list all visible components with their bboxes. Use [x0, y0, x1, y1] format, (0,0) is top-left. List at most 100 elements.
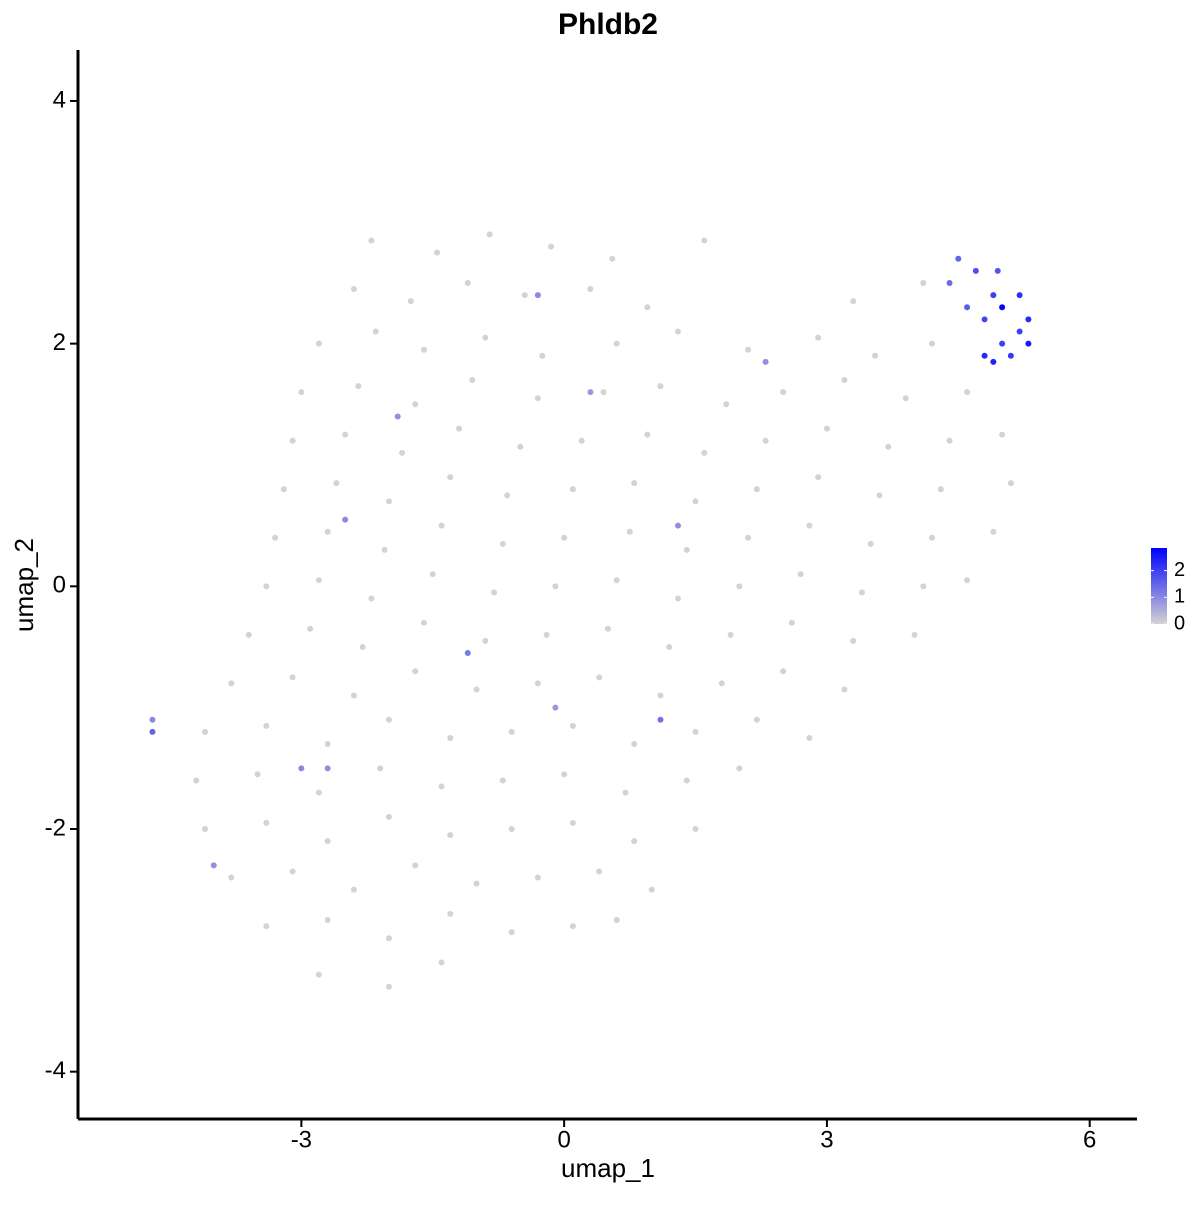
point: [644, 304, 651, 311]
point: [210, 862, 217, 869]
point: [429, 571, 436, 578]
point: [806, 734, 813, 741]
point: [841, 377, 848, 384]
point: [718, 680, 725, 687]
point: [596, 868, 603, 875]
point: [324, 917, 331, 924]
point: [508, 929, 515, 936]
point: [228, 680, 235, 687]
x-tick-label: 3: [820, 1126, 833, 1153]
point: [377, 765, 384, 772]
point: [657, 383, 664, 390]
point: [788, 619, 795, 626]
point: [438, 522, 445, 529]
point: [543, 631, 550, 638]
point: [885, 443, 892, 450]
point: [438, 783, 445, 790]
point: [324, 765, 331, 772]
point: [499, 777, 506, 784]
point: [482, 334, 489, 341]
point: [324, 741, 331, 748]
point: [867, 540, 874, 547]
point: [464, 650, 471, 657]
point: [420, 346, 427, 353]
x-tick-label: -3: [291, 1126, 312, 1153]
point: [604, 625, 611, 632]
point: [521, 292, 528, 299]
point: [745, 346, 752, 353]
point: [368, 237, 375, 244]
point: [613, 577, 620, 584]
point: [683, 546, 690, 553]
point: [745, 534, 752, 541]
x-tick-label: 0: [557, 1126, 570, 1153]
point: [955, 255, 962, 262]
point: [324, 838, 331, 845]
point: [753, 486, 760, 493]
point: [438, 959, 445, 966]
point: [548, 243, 555, 250]
point: [666, 643, 673, 650]
point: [780, 668, 787, 675]
point: [298, 765, 305, 772]
point: [193, 777, 200, 784]
point: [631, 838, 638, 845]
point: [412, 668, 419, 675]
point: [762, 358, 769, 365]
point: [911, 631, 918, 638]
point: [797, 571, 804, 578]
point: [631, 741, 638, 748]
point: [723, 401, 730, 408]
point: [149, 716, 156, 723]
point: [815, 474, 822, 481]
point: [692, 728, 699, 735]
point: [228, 874, 235, 881]
point: [473, 880, 480, 887]
point: [324, 528, 331, 535]
point: [315, 971, 322, 978]
point: [381, 546, 388, 553]
point: [385, 983, 392, 990]
point: [736, 583, 743, 590]
point: [626, 528, 633, 535]
point: [499, 540, 506, 547]
x-axis-label: umap_1: [561, 1153, 655, 1183]
point: [964, 304, 971, 311]
point: [929, 534, 936, 541]
point: [596, 674, 603, 681]
point: [1025, 316, 1032, 323]
point: [872, 352, 879, 359]
point: [994, 267, 1001, 274]
point: [202, 728, 209, 735]
colorbar: [1151, 548, 1167, 624]
point: [456, 425, 463, 432]
point: [447, 734, 454, 741]
point: [372, 328, 379, 335]
point: [990, 292, 997, 299]
point: [587, 389, 594, 396]
point: [631, 480, 638, 487]
chart-title: Phldb2: [558, 8, 658, 41]
point: [762, 437, 769, 444]
point: [600, 389, 607, 396]
point: [434, 249, 441, 256]
point: [675, 522, 682, 529]
point: [447, 910, 454, 917]
point: [491, 589, 498, 596]
point: [385, 716, 392, 723]
point: [263, 583, 270, 590]
point: [587, 286, 594, 293]
point: [412, 862, 419, 869]
point: [350, 692, 357, 699]
point: [675, 328, 682, 335]
point: [504, 492, 511, 499]
point: [946, 279, 953, 286]
point: [333, 480, 340, 487]
point: [841, 686, 848, 693]
point: [407, 298, 414, 305]
point: [315, 577, 322, 584]
point: [368, 595, 375, 602]
point: [806, 522, 813, 529]
point: [644, 431, 651, 438]
y-tick-label: -4: [45, 1057, 66, 1084]
